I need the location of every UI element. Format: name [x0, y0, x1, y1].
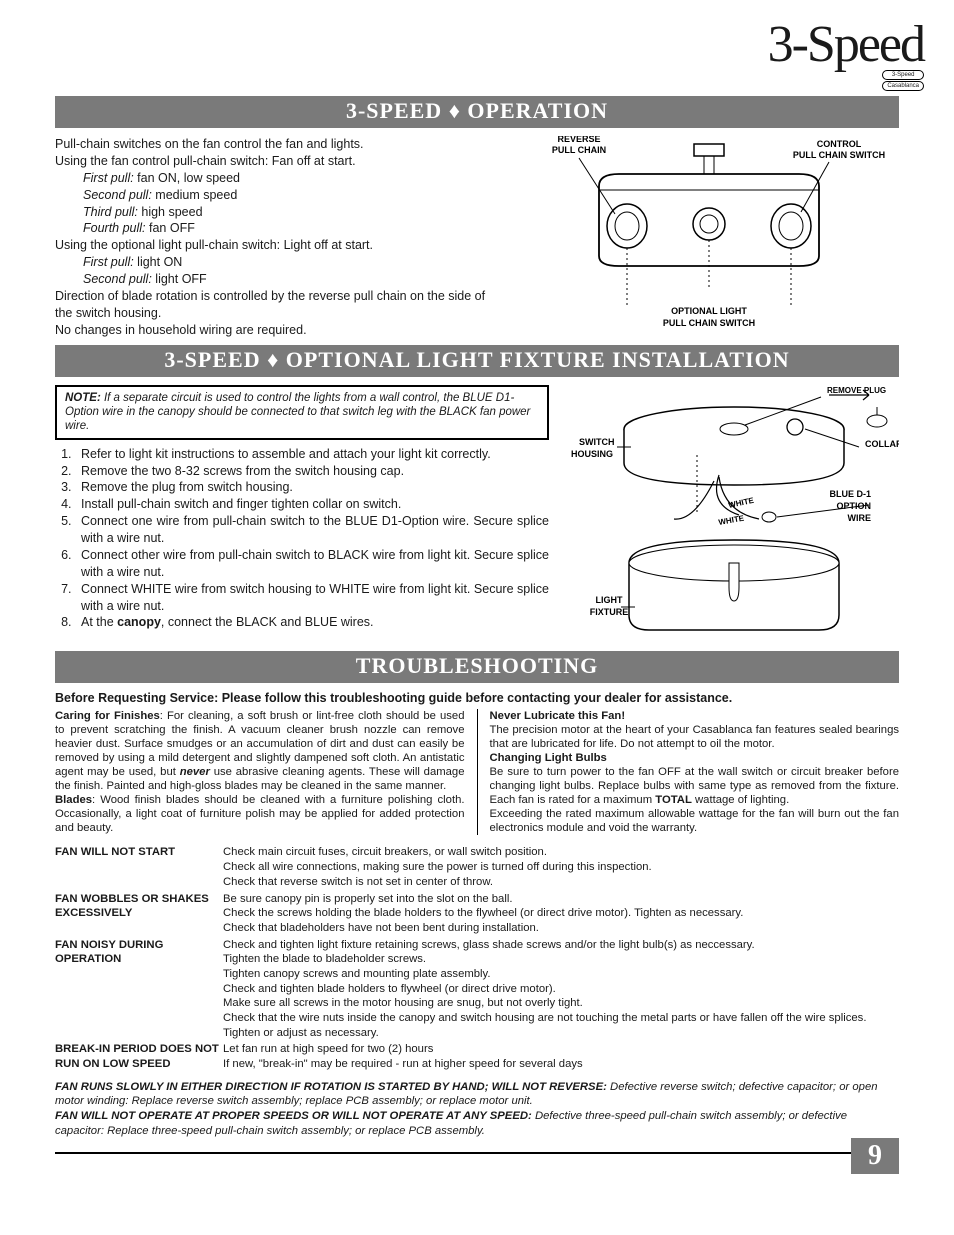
- op-pull-1: First pull: fan ON, low speed: [55, 170, 499, 187]
- step-7: Connect WHITE wire from switch housing t…: [75, 581, 549, 615]
- step-2: Remove the two 8-32 screws from the swit…: [75, 463, 549, 480]
- ts-footer-1: FAN RUNS SLOWLY IN EITHER DIRECTION IF R…: [55, 1080, 899, 1109]
- ts-footer: FAN RUNS SLOWLY IN EITHER DIRECTION IF R…: [55, 1080, 899, 1139]
- ts-row-2: FAN WOBBLES OR SHAKES EXCESSIVELY Be sur…: [55, 892, 899, 936]
- svg-text:PULL CHAIN SWITCH: PULL CHAIN SWITCH: [663, 318, 755, 328]
- svg-text:WIRE: WIRE: [848, 513, 872, 523]
- svg-text:WHITE: WHITE: [718, 513, 746, 526]
- step-4: Install pull-chain switch and finger tig…: [75, 496, 549, 513]
- brand-badge: 3-Speed Casablanca: [882, 70, 924, 91]
- svg-text:HOUSING: HOUSING: [571, 449, 613, 459]
- step-5: Connect one wire from pull-chain switch …: [75, 513, 549, 547]
- ts-lube-text: The precision motor at the heart of your…: [490, 723, 900, 751]
- ts-table: FAN WILL NOT START Check main circuit fu…: [55, 845, 899, 1071]
- section-operation-title: 3-SPEED ♦ OPERATION: [55, 96, 899, 128]
- svg-text:BLUE D-1: BLUE D-1: [829, 489, 871, 499]
- operation-diagram: REVERSE PULL CHAIN FAN & SPEED CONTROL P…: [519, 136, 899, 339]
- op-pull-4: Fourth pull: fan OFF: [55, 220, 499, 237]
- op-intro2: Using the fan control pull-chain switch:…: [55, 153, 499, 170]
- svg-text:CONTROL: CONTROL: [817, 139, 862, 149]
- svg-text:PULL CHAIN SWITCH: PULL CHAIN SWITCH: [793, 150, 885, 160]
- ts-left-col: Caring for Finishes: For cleaning, a sof…: [55, 709, 465, 836]
- section-operation-body: Pull-chain switches on the fan control t…: [55, 136, 899, 339]
- op-intro1: Pull-chain switches on the fan control t…: [55, 136, 499, 153]
- ts-bulbs-label: Changing Light Bulbs: [490, 751, 900, 765]
- light-fixture-svg: WHITE WHITE BLACK REMOVE PLUG SWITCH HOU…: [569, 385, 899, 645]
- ts-body-4: Let fan run at high speed for two (2) ho…: [223, 1042, 899, 1071]
- ts-body-3: Check and tighten light fixture retainin…: [223, 938, 899, 1041]
- svg-text:OPTIONAL LIGHT: OPTIONAL LIGHT: [671, 306, 747, 316]
- ts-intro: Before Requesting Service: Please follow…: [55, 691, 899, 705]
- page-number: 9: [851, 1138, 899, 1174]
- page-root: 3-Speed 3-Speed Casablanca 3-SPEED ♦ OPE…: [0, 0, 954, 1184]
- op-lpull-1: First pull: light ON: [55, 254, 499, 271]
- svg-text:FIXTURE: FIXTURE: [590, 607, 629, 617]
- bottom-rule: [55, 1152, 899, 1154]
- svg-text:REVERSE: REVERSE: [557, 136, 600, 144]
- fan-housing-svg: REVERSE PULL CHAIN FAN & SPEED CONTROL P…: [519, 136, 899, 336]
- ts-two-col: Caring for Finishes: For cleaning, a sof…: [55, 709, 899, 836]
- ts-footer-2: FAN WILL NOT OPERATE AT PROPER SPEEDS OR…: [55, 1109, 899, 1138]
- step-8: At the canopy, connect the BLACK and BLU…: [75, 614, 549, 631]
- ts-bulbs-text3: Exceeding the rated maximum allowable wa…: [490, 807, 900, 835]
- svg-text:FAN & SPEED: FAN & SPEED: [809, 136, 870, 138]
- ts-lube-label: Never Lubricate this Fan!: [490, 709, 900, 723]
- ts-body-1: Check main circuit fuses, circuit breake…: [223, 845, 899, 889]
- ts-row-3: FAN NOISY DURING OPERATION Check and tig…: [55, 938, 899, 1041]
- ts-label-2: FAN WOBBLES OR SHAKES EXCESSIVELY: [55, 892, 223, 936]
- ts-body-2: Be sure canopy pin is properly set into …: [223, 892, 899, 936]
- op-tail2: No changes in household wiring are requi…: [55, 322, 499, 339]
- op-intro3: Using the optional light pull-chain swit…: [55, 237, 499, 254]
- install-note: NOTE: If a separate circuit is used to c…: [55, 385, 549, 440]
- step-6: Connect other wire from pull-chain switc…: [75, 547, 549, 581]
- op-pull-2: Second pull: medium speed: [55, 187, 499, 204]
- op-tail1: Direction of blade rotation is controlle…: [55, 288, 499, 322]
- ts-row-1: FAN WILL NOT START Check main circuit fu…: [55, 845, 899, 889]
- svg-text:PULL CHAIN: PULL CHAIN: [552, 145, 606, 155]
- brand-logo: 3-Speed: [768, 15, 924, 74]
- ts-divider: [477, 709, 478, 836]
- install-steps: Refer to light kit instructions to assem…: [55, 446, 549, 632]
- step-3: Remove the plug from switch housing.: [75, 479, 549, 496]
- install-text: NOTE: If a separate circuit is used to c…: [55, 385, 549, 645]
- op-pull-3: Third pull: high speed: [55, 204, 499, 221]
- op-lpull-2: Second pull: light OFF: [55, 271, 499, 288]
- ts-label-3: FAN NOISY DURING OPERATION: [55, 938, 223, 1041]
- ts-label-4: BREAK-IN PERIOD DOES NOT RUN ON LOW SPEE…: [55, 1042, 223, 1071]
- ts-label-1: FAN WILL NOT START: [55, 845, 223, 889]
- section-troubleshooting-title: TROUBLESHOOTING: [55, 651, 899, 683]
- section-install-title: 3-SPEED ♦ OPTIONAL LIGHT FIXTURE INSTALL…: [55, 345, 899, 377]
- ts-row-4: BREAK-IN PERIOD DOES NOT RUN ON LOW SPEE…: [55, 1042, 899, 1071]
- svg-text:LIGHT: LIGHT: [596, 595, 623, 605]
- svg-text:OPTION: OPTION: [836, 501, 871, 511]
- svg-text:REMOVE PLUG: REMOVE PLUG: [827, 386, 886, 395]
- step-1: Refer to light kit instructions to assem…: [75, 446, 549, 463]
- operation-text: Pull-chain switches on the fan control t…: [55, 136, 499, 339]
- svg-text:SWITCH: SWITCH: [579, 437, 615, 447]
- ts-right-col: Never Lubricate this Fan! The precision …: [490, 709, 900, 836]
- section-install-body: NOTE: If a separate circuit is used to c…: [55, 385, 899, 645]
- install-diagram: WHITE WHITE BLACK REMOVE PLUG SWITCH HOU…: [569, 385, 899, 645]
- svg-text:COLLAR: COLLAR: [865, 439, 899, 449]
- svg-text:WHITE: WHITE: [728, 495, 756, 509]
